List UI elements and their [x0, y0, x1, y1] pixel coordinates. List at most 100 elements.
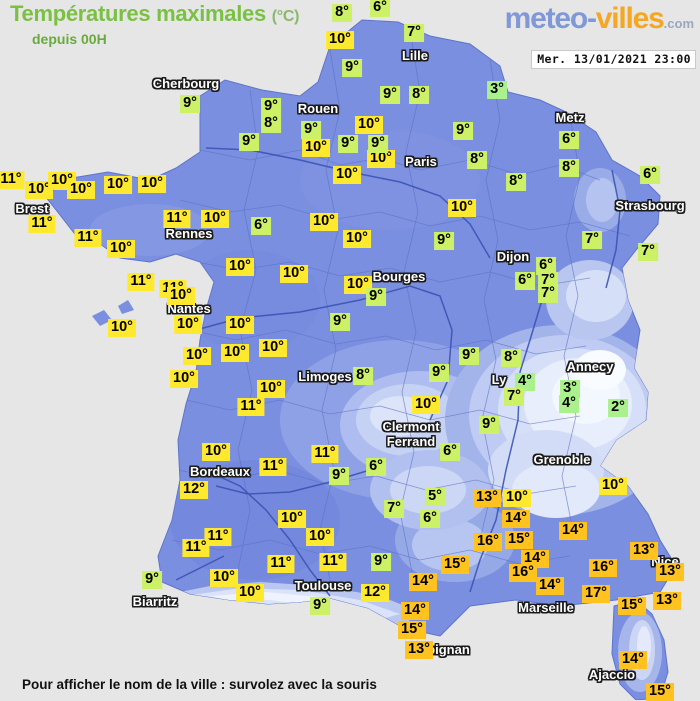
temperature-chip[interactable]: 10° [367, 150, 395, 168]
temperature-chip[interactable]: 15° [441, 556, 469, 574]
temperature-chip[interactable]: 11° [28, 215, 56, 233]
temperature-chip[interactable]: 10° [302, 139, 330, 157]
temperature-chip[interactable]: 10° [259, 339, 287, 357]
temperature-chip[interactable]: 4° [559, 395, 579, 413]
temperature-chip[interactable]: 10° [278, 510, 306, 528]
temperature-chip[interactable]: 6° [536, 257, 556, 275]
temperature-chip[interactable]: 9° [239, 133, 259, 151]
temperature-chip[interactable]: 11° [127, 273, 155, 291]
temperature-chip[interactable]: 6° [515, 272, 535, 290]
temperature-chip[interactable]: 6° [366, 458, 386, 476]
temperature-chip[interactable]: 10° [210, 569, 238, 587]
temperature-chip[interactable]: 9° [453, 122, 473, 140]
temperature-chip[interactable]: 4° [515, 373, 535, 391]
temperature-chip[interactable]: 14° [536, 577, 564, 595]
temperature-chip[interactable]: 11° [319, 553, 347, 571]
temperature-chip[interactable]: 9° [142, 571, 162, 589]
temperature-chip[interactable]: 11° [0, 171, 25, 189]
temperature-chip[interactable]: 6° [251, 217, 271, 235]
temperature-chip[interactable]: 9° [261, 98, 281, 116]
temperature-chip[interactable]: 14° [401, 602, 429, 620]
temperature-chip[interactable]: 10° [448, 199, 476, 217]
temperature-chip[interactable]: 11° [237, 398, 265, 416]
temperature-chip[interactable]: 9° [180, 95, 200, 113]
temperature-chip[interactable]: 10° [221, 344, 249, 362]
temperature-chip[interactable]: 10° [167, 287, 195, 305]
temperature-chip[interactable]: 10° [138, 175, 166, 193]
temperature-chip[interactable]: 9° [329, 467, 349, 485]
temperature-chip[interactable]: 14° [502, 510, 530, 528]
temperature-chip[interactable]: 10° [174, 316, 202, 334]
temperature-chip[interactable]: 10° [306, 528, 334, 546]
temperature-chip[interactable]: 14° [521, 550, 549, 568]
temperature-chip[interactable]: 10° [326, 31, 354, 49]
temperature-chip[interactable]: 10° [226, 316, 254, 334]
temperature-chip[interactable]: 2° [608, 399, 628, 417]
temperature-chip[interactable]: 10° [412, 396, 440, 414]
temperature-chip[interactable]: 10° [170, 370, 198, 388]
temperature-chip[interactable]: 8° [501, 349, 521, 367]
temperature-chip[interactable]: 7° [538, 285, 558, 303]
temperature-chip[interactable]: 10° [310, 213, 338, 231]
temperature-chip[interactable]: 7° [582, 231, 602, 249]
temperature-chip[interactable]: 10° [67, 181, 95, 199]
temperature-chip[interactable]: 6° [640, 166, 660, 184]
temperature-chip[interactable]: 8° [506, 173, 526, 191]
temperature-chip[interactable]: 16° [474, 533, 502, 551]
temperature-chip[interactable]: 16° [589, 559, 617, 577]
temperature-chip[interactable]: 10° [599, 477, 627, 495]
temperature-chip[interactable]: 9° [330, 313, 350, 331]
temperature-chip[interactable]: 11° [182, 539, 210, 557]
temperature-chip[interactable]: 10° [183, 347, 211, 365]
temperature-chip[interactable]: 15° [646, 683, 674, 701]
temperature-chip[interactable]: 9° [479, 416, 499, 434]
temperature-chip[interactable]: 6° [370, 0, 390, 17]
temperature-chip[interactable]: 7° [384, 500, 404, 518]
meteo-villes-logo[interactable]: meteo-villes.com [505, 3, 694, 40]
temperature-chip[interactable]: 12° [361, 584, 389, 602]
temperature-chip[interactable]: 9° [371, 553, 391, 571]
temperature-chip[interactable]: 10° [201, 210, 229, 228]
temperature-chip[interactable]: 9° [310, 597, 330, 615]
temperature-chip[interactable]: 10° [257, 380, 285, 398]
temperature-chip[interactable]: 11° [204, 528, 232, 546]
temperature-chip[interactable]: 11° [311, 445, 339, 463]
temperature-chip[interactable]: 14° [409, 573, 437, 591]
temperature-chip[interactable]: 10° [104, 176, 132, 194]
temperature-chip[interactable]: 13° [405, 641, 433, 659]
temperature-chip[interactable]: 10° [333, 166, 361, 184]
temperature-chip[interactable]: 10° [343, 230, 371, 248]
temperature-chip[interactable]: 14° [559, 522, 587, 540]
temperature-chip[interactable]: 11° [259, 458, 287, 476]
temperature-chip[interactable]: 14° [619, 651, 647, 669]
temperature-chip[interactable]: 10° [226, 258, 254, 276]
temperature-chip[interactable]: 13° [473, 489, 501, 507]
temperature-chip[interactable]: 17° [582, 585, 610, 603]
temperature-chip[interactable]: 11° [163, 210, 191, 228]
temperature-chip[interactable]: 5° [425, 488, 445, 506]
temperature-chip[interactable]: 10° [355, 116, 383, 134]
temperature-chip[interactable]: 16° [509, 564, 537, 582]
temperature-chip[interactable]: 9° [434, 232, 454, 250]
temperature-chip[interactable]: 10° [503, 489, 531, 507]
temperature-chip[interactable]: 8° [559, 159, 579, 177]
temperature-chip[interactable]: 13° [656, 563, 684, 581]
temperature-chip[interactable]: 9° [301, 121, 321, 139]
temperature-chip[interactable]: 13° [653, 592, 681, 610]
temperature-chip[interactable]: 6° [420, 510, 440, 528]
temperature-chip[interactable]: 10° [344, 276, 372, 294]
temperature-chip[interactable]: 10° [107, 240, 135, 258]
temperature-chip[interactable]: 10° [202, 443, 230, 461]
temperature-chip[interactable]: 15° [505, 531, 533, 549]
temperature-chip[interactable]: 9° [342, 59, 362, 77]
temperature-chip[interactable]: 9° [459, 347, 479, 365]
temperature-chip[interactable]: 7° [638, 243, 658, 261]
temperature-chip[interactable]: 6° [559, 131, 579, 149]
temperature-chip[interactable]: 8° [353, 367, 373, 385]
temperature-chip[interactable]: 15° [618, 597, 646, 615]
temperature-chip[interactable]: 11° [74, 229, 102, 247]
temperature-chip[interactable]: 10° [236, 584, 264, 602]
temperature-chip[interactable]: 10° [25, 181, 53, 199]
temperature-chip[interactable]: 8° [332, 4, 352, 22]
